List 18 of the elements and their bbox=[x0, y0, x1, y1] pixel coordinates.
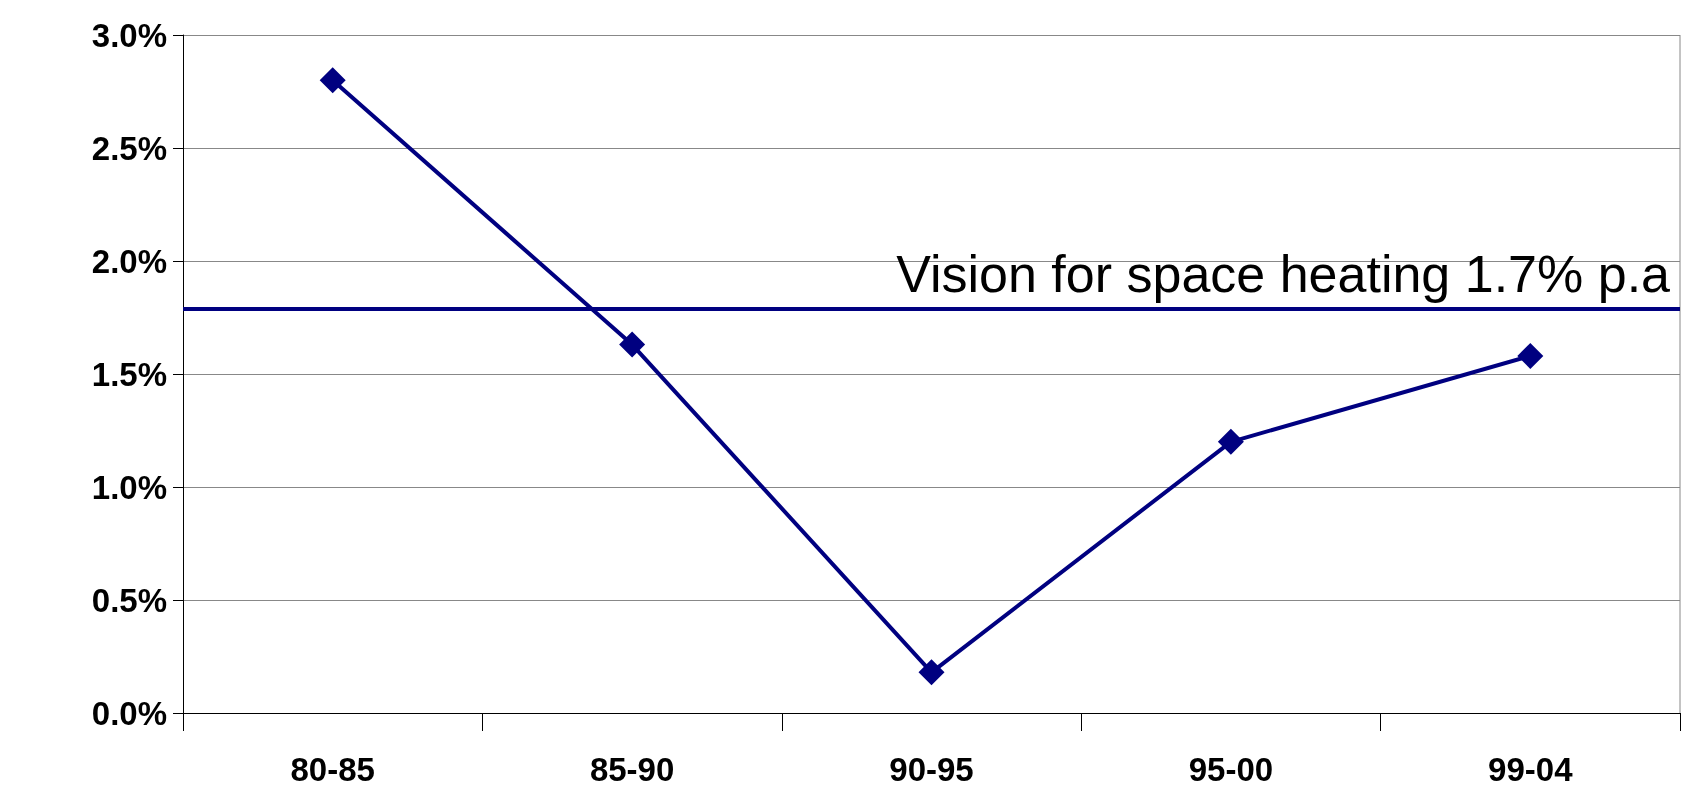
point bbox=[1517, 342, 1544, 369]
ref-line-label: Vision for space heating 1.7% p.a bbox=[896, 245, 1671, 304]
x-tick-label: 80-85 bbox=[290, 751, 375, 788]
x-tick-label: 85-90 bbox=[589, 751, 675, 788]
y-tick-label: 1.5% bbox=[91, 355, 167, 393]
y-tick-label: 2.5% bbox=[91, 129, 167, 167]
point bbox=[918, 659, 945, 686]
point bbox=[1217, 428, 1244, 455]
x-tick-label: 90-95 bbox=[889, 751, 974, 788]
point bbox=[619, 331, 646, 358]
y-tick-label: 2.0% bbox=[91, 242, 167, 280]
x-tick-label: 99-04 bbox=[1488, 751, 1574, 788]
x-tick-label: 95-00 bbox=[1188, 751, 1274, 788]
y-tick-label: 3.0% bbox=[91, 16, 167, 54]
y-tick-label: 0.5% bbox=[91, 581, 167, 619]
point bbox=[319, 67, 346, 94]
y-tick-label: 0.0% bbox=[91, 694, 167, 732]
y-tick-label: 1.0% bbox=[91, 468, 167, 506]
